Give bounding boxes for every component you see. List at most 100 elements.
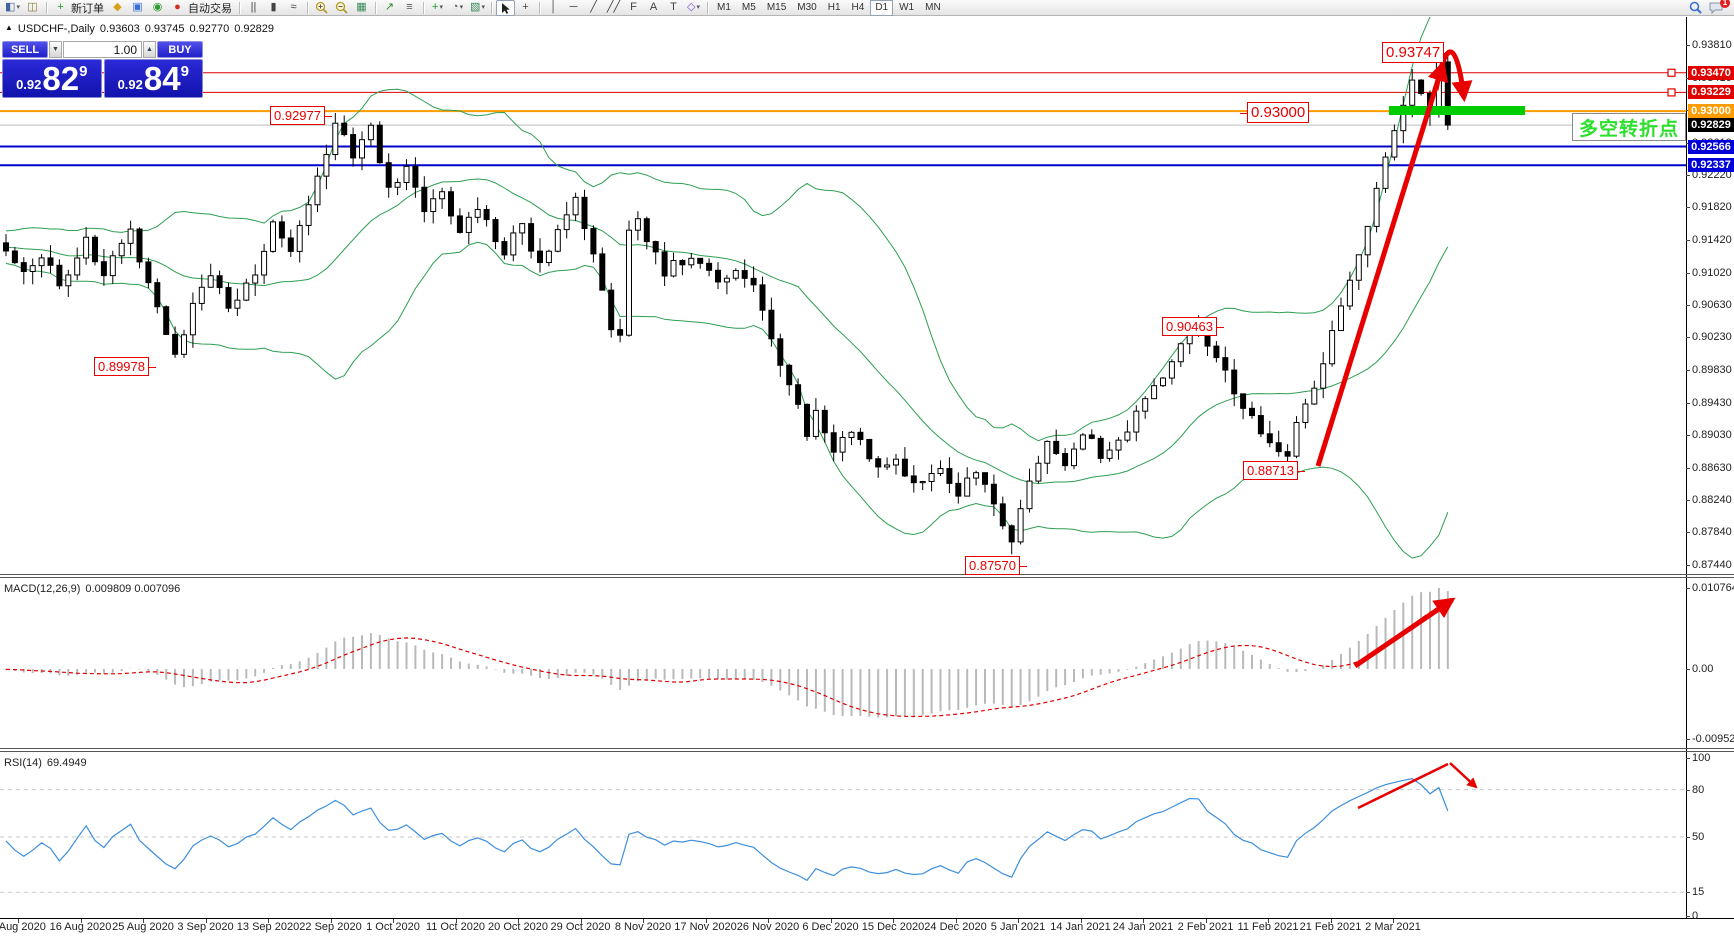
- sell-button[interactable]: SELL: [2, 41, 48, 58]
- price-annotation-0.93000[interactable]: 0.93000: [1240, 102, 1310, 123]
- ohlc-high: 0.93745: [144, 23, 185, 35]
- timeframe-button-m15[interactable]: M15: [766, 2, 787, 13]
- annotation-leader: [1240, 112, 1248, 114]
- date-tick-mark: [955, 919, 957, 923]
- autotrading-icon[interactable]: ●: [168, 0, 187, 16]
- rsi-tick-label: 100: [1692, 752, 1711, 764]
- timeframe-button-w1[interactable]: W1: [899, 2, 915, 13]
- timeframe-button-h4[interactable]: H4: [851, 2, 865, 13]
- pane-splitter-rsi-2[interactable]: [0, 751, 1734, 752]
- price-tag-0.92829: 0.92829: [1688, 118, 1734, 133]
- volume-decrease-button[interactable]: ▼: [49, 41, 62, 58]
- horizontal-line-icon[interactable]: ─: [564, 0, 583, 16]
- pane-splitter-macd-2[interactable]: [0, 577, 1734, 578]
- autotrading-icon-label[interactable]: 自动交易: [188, 2, 232, 15]
- date-label: 6 Dec 2020: [802, 921, 859, 933]
- price-tick-mark: [1686, 240, 1690, 242]
- strategy-tester-icon[interactable]: ◉: [148, 0, 167, 16]
- price-annotation-0.92977[interactable]: 0.92977: [270, 106, 332, 125]
- price-annotation-0.93747[interactable]: 0.93747: [1382, 42, 1452, 63]
- zoom-in-icon[interactable]: [312, 0, 331, 16]
- terminal-icon[interactable]: ▣: [128, 0, 147, 16]
- price-tick-mark: [1686, 499, 1690, 501]
- arrows-icon[interactable]: ◇ ▾: [684, 0, 703, 16]
- price-tick-label: 0.89030: [1692, 429, 1732, 442]
- price-tag-0.92337: 0.92337: [1688, 158, 1734, 173]
- vertical-line-icon-glyph: │: [550, 1, 557, 13]
- indicator-windows-icon[interactable]: ≡: [400, 0, 419, 16]
- collapse-panel-icon[interactable]: ▲: [5, 23, 13, 32]
- price-tick-mark: [1686, 272, 1690, 274]
- trendline-icon[interactable]: ╱: [584, 0, 603, 16]
- turning-point-label[interactable]: 多空转折点: [1572, 113, 1686, 141]
- price-tick-label: 0.90230: [1692, 331, 1732, 344]
- volume-increase-button[interactable]: ▲: [143, 41, 156, 58]
- data-window-icon-glyph: ◫: [27, 1, 38, 13]
- chart-window-icon-dropdown[interactable]: ▾: [16, 4, 20, 11]
- buy-button[interactable]: BUY: [157, 41, 203, 58]
- period-icon-dropdown[interactable]: ▾: [459, 4, 464, 11]
- tile-windows-icon[interactable]: ▦: [352, 0, 371, 16]
- macd-tick-mark: [1686, 588, 1690, 589]
- chart-window-icon[interactable]: ◧ ▾: [3, 0, 22, 16]
- price-tick-mark: [1686, 174, 1690, 176]
- arrows-icon-dropdown[interactable]: ▾: [696, 4, 700, 11]
- data-window-icon[interactable]: ◫: [23, 0, 42, 16]
- timeframe-button-d1[interactable]: D1: [870, 0, 894, 16]
- period-icon[interactable]: ◔ ▾: [448, 0, 467, 16]
- date-label: 8 Nov 2020: [614, 921, 672, 933]
- buy-price-pip: 9: [180, 63, 189, 80]
- text-label-icon[interactable]: T: [664, 0, 683, 16]
- channel-icon[interactable]: ╱╱: [604, 0, 623, 16]
- fibonacci-icon[interactable]: F: [624, 0, 643, 16]
- bar-chart-icon[interactable]: ||: [244, 0, 263, 16]
- vertical-line-icon[interactable]: │: [544, 0, 563, 16]
- price-annotation-0.88713[interactable]: 0.88713: [1243, 461, 1305, 480]
- add-object-icon-dropdown[interactable]: ▾: [439, 4, 443, 11]
- add-object-icon[interactable]: + ▾: [428, 0, 447, 16]
- annotation-leader: [324, 115, 332, 117]
- rsi-tick-label: 15: [1692, 886, 1705, 899]
- timeframe-button-m1[interactable]: M1: [717, 2, 731, 13]
- date-label: 6 Aug 2020: [0, 921, 46, 933]
- date-tick-mark: [1205, 919, 1207, 923]
- date-tick-mark: [1268, 919, 1269, 923]
- text-icon[interactable]: A: [644, 0, 663, 16]
- horizontal-line-icon-glyph: ─: [569, 1, 578, 13]
- zoom-out-icon[interactable]: [332, 0, 351, 16]
- price-annotation-0.87570[interactable]: 0.87570: [965, 556, 1027, 575]
- timeframe-button-m5[interactable]: M5: [741, 2, 756, 13]
- template-icon-dropdown[interactable]: ▾: [481, 4, 485, 11]
- date-label: 11 Oct 2020: [425, 921, 486, 933]
- new-order-icon[interactable]: +: [51, 0, 70, 16]
- template-icon[interactable]: ▧ ▾: [468, 0, 487, 16]
- new-order-icon-label[interactable]: 新订单: [71, 2, 104, 15]
- price-tick-label: 0.89830: [1692, 363, 1732, 376]
- timeframe-button-h1[interactable]: H1: [827, 2, 841, 13]
- chat-icon[interactable]: 1: [1706, 0, 1730, 16]
- price-annotation-0.90463[interactable]: 0.90463: [1162, 317, 1224, 336]
- pane-splitter-rsi[interactable]: [0, 748, 1734, 749]
- date-label: 22 Sep 2020: [299, 921, 362, 933]
- buy-price-panel[interactable]: 0.92 84 9: [103, 59, 203, 98]
- price-tick-label: 0.87440: [1692, 559, 1732, 571]
- volume-input[interactable]: 1.00: [63, 41, 142, 58]
- line-chart-icon[interactable]: ≈: [284, 0, 303, 16]
- indicators-icon[interactable]: ↗: [380, 0, 399, 16]
- date-tick-mark: [1330, 919, 1332, 923]
- price-annotation-0.89978[interactable]: 0.89978: [94, 357, 156, 376]
- chart-area[interactable]: [0, 17, 1686, 918]
- candlestick-icon[interactable]: ▮: [264, 0, 283, 16]
- ohlc-low: 0.92770: [189, 23, 230, 35]
- ohlc-open: 0.93603: [99, 23, 140, 35]
- toolbar: ◧ ▾ ◫ + 新订单 ◆ ▣ ◉ ● 自动交易 || ▮ ≈ ▦ ↗ ≡ + ▾ ◔ ▾ ▧ ▾ + │ ─ ╱ ╱╱ F A T ◇ ▾ M…: [0, 0, 1734, 16]
- cursor-icon[interactable]: [496, 0, 515, 16]
- search-icon[interactable]: [1686, 0, 1705, 16]
- styler-icon[interactable]: ◆: [108, 0, 127, 16]
- sell-price-panel[interactable]: 0.92 82 9: [2, 59, 102, 98]
- crosshair-icon[interactable]: +: [516, 0, 535, 16]
- macd-tick-label: -0.009527: [1692, 733, 1734, 745]
- timeframe-button-m30[interactable]: M30: [797, 2, 817, 13]
- timeframe-button-mn[interactable]: MN: [925, 2, 941, 13]
- pane-splitter-macd[interactable]: [0, 574, 1734, 575]
